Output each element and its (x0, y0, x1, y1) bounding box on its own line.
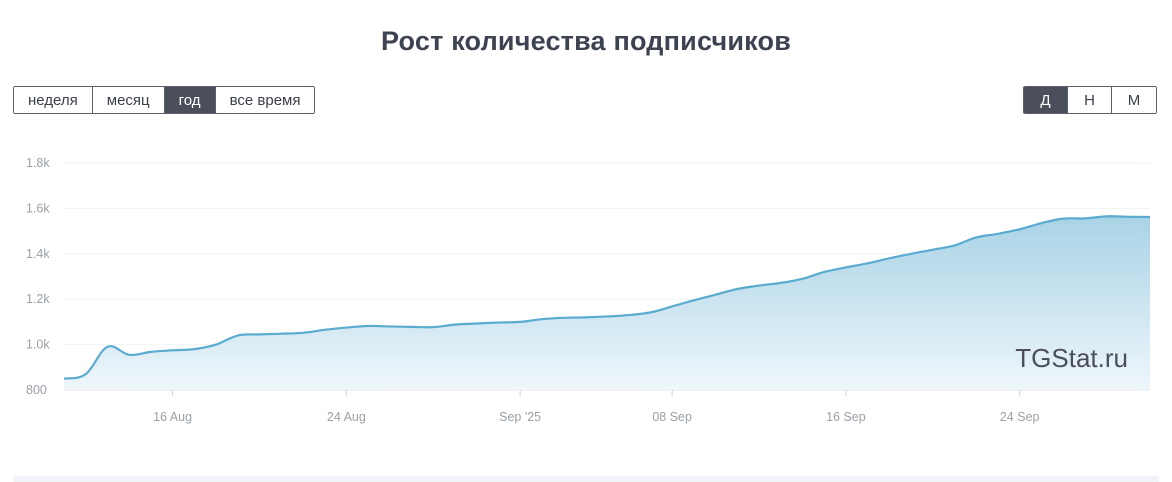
y-tick-label: 1.2k (26, 292, 50, 306)
y-tick-label: 1.0k (26, 338, 50, 352)
granularity-month-button[interactable]: М (1112, 87, 1156, 113)
data-point (1105, 214, 1109, 218)
data-point (562, 316, 566, 320)
subscribers-area (64, 216, 1150, 390)
data-point (866, 261, 870, 265)
x-axis: 16 Aug 24 Aug Sep '25 08 Sep 16 Sep 24 Sep (153, 390, 1040, 424)
watermark: TGStat.ru (1015, 343, 1128, 373)
x-tick-label: 08 Sep (652, 410, 692, 424)
data-point (214, 343, 218, 347)
x-tick-label: 24 Sep (1000, 410, 1040, 424)
data-point (714, 293, 718, 297)
data-point (583, 315, 587, 319)
data-point (149, 350, 153, 354)
period-alltime-button[interactable]: все время (215, 87, 315, 113)
data-point (127, 353, 131, 357)
data-point (822, 270, 826, 274)
data-point (496, 321, 500, 325)
data-point (757, 284, 761, 288)
data-point (236, 334, 240, 338)
period-selector: неделя месяц год все время (13, 86, 316, 114)
data-point (800, 277, 804, 281)
data-point (105, 345, 109, 349)
granularity-day-button[interactable]: Д (1024, 87, 1068, 113)
data-point (388, 324, 392, 328)
data-point (931, 248, 935, 252)
data-point (692, 298, 696, 302)
x-tick-label: Sep '25 (499, 410, 541, 424)
data-point (279, 332, 283, 336)
data-point (974, 235, 978, 239)
data-point (909, 252, 913, 256)
data-point (453, 323, 457, 327)
granularity-selector: Д Н М (1023, 86, 1157, 114)
y-axis: 800 1.0k 1.2k 1.4k 1.6k 1.8k (26, 156, 50, 397)
data-point (844, 265, 848, 269)
period-week-button[interactable]: неделя (14, 87, 93, 113)
data-point (1083, 216, 1087, 220)
chart-footer-bar (13, 476, 1159, 482)
granularity-week-button[interactable]: Н (1068, 87, 1112, 113)
data-point (605, 314, 609, 318)
period-month-button[interactable]: месяц (92, 87, 165, 113)
x-tick-label: 24 Aug (327, 410, 366, 424)
data-point (518, 320, 522, 324)
y-tick-label: 1.6k (26, 201, 50, 215)
data-point (1148, 215, 1152, 219)
data-point (366, 324, 370, 328)
data-point (171, 348, 175, 352)
subscribers-chart: 800 1.0k 1.2k 1.4k 1.6k 1.8k 16 Aug 24 Aug Sep … (26, 156, 1152, 424)
chart-title: Рост количества подписчиков (380, 26, 791, 56)
data-point (735, 287, 739, 291)
data-point (84, 372, 88, 376)
data-point (779, 281, 783, 285)
data-point (1039, 221, 1043, 225)
data-point (540, 317, 544, 321)
data-point (62, 377, 66, 381)
period-year-button[interactable]: год (164, 87, 216, 113)
data-point (1018, 227, 1022, 231)
x-tick-label: 16 Aug (153, 410, 192, 424)
data-point (1061, 217, 1065, 221)
data-point (648, 310, 652, 314)
data-point (192, 347, 196, 351)
data-point (344, 326, 348, 330)
data-point (1126, 215, 1130, 219)
data-point (475, 321, 479, 325)
subscribers-line (63, 215, 1151, 380)
data-point (257, 332, 261, 336)
data-point (670, 304, 674, 308)
data-point (887, 256, 891, 260)
x-tick-label: 16 Sep (826, 410, 866, 424)
y-tick-label: 1.8k (26, 156, 50, 170)
data-point (301, 331, 305, 335)
data-point (323, 328, 327, 332)
data-point (431, 325, 435, 329)
y-tick-label: 1.4k (26, 247, 50, 261)
data-point (953, 243, 957, 247)
y-tick-label: 800 (26, 383, 47, 397)
data-point (627, 313, 631, 317)
data-point (996, 232, 1000, 236)
data-point (410, 325, 414, 329)
